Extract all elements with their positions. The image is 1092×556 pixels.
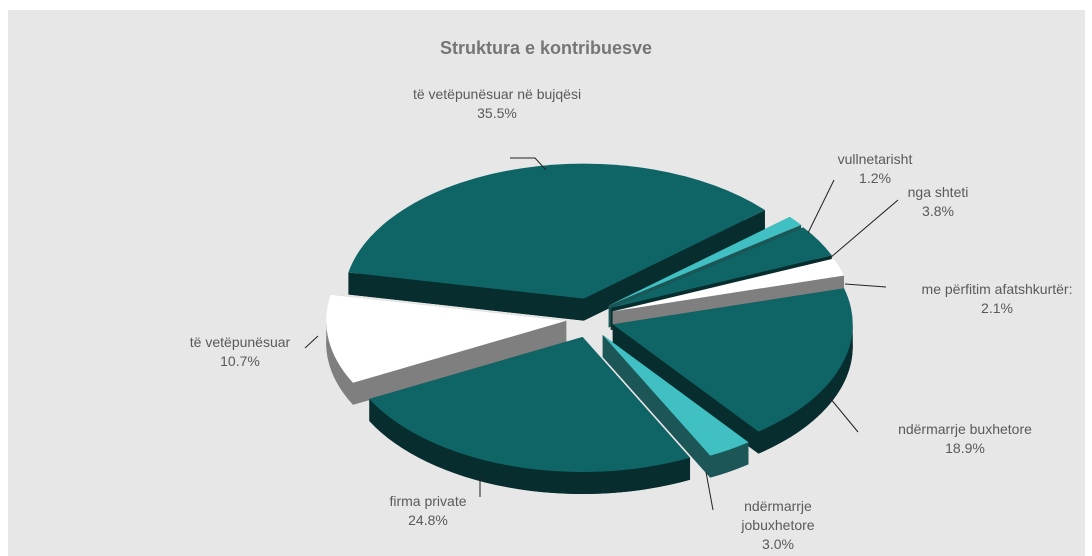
slice [348,163,765,299]
slice [602,334,749,456]
label-value: 10.7% [220,353,260,369]
chart-title: Struktura e kontribuesve [439,38,653,58]
label-name: vullnetarisht [837,151,913,167]
slice-radial-wall [583,210,765,321]
label-value: 18.9% [945,440,985,456]
leader-line [844,283,887,288]
label-name: ndërmarrje jobuxhetore [741,498,815,533]
leader-line [829,199,899,259]
data-label: me përfitim afatshkurtër: 2.1% [882,280,1092,318]
slice [612,288,853,432]
data-label: nga shteti 3.8% [878,183,998,221]
slice-outer-wall [326,320,354,405]
label-name: me përfitim afatshkurtër: [921,281,1073,297]
slice-outer-wall [369,398,691,495]
label-value: 3.0% [762,536,794,552]
leader-line [807,179,835,234]
leader-line [304,335,319,349]
slice-radial-wall [353,320,567,405]
slice-radial-wall [348,272,584,321]
leader-line [705,471,714,511]
slice-radial-wall [602,334,711,478]
data-label: të vetëpunësuar në bujqësi 35.5% [402,85,592,123]
data-label: ndërmarrje jobuxhetore 3.0% [723,497,833,554]
data-label: të vetëpunësuar 10.7% [160,333,320,371]
slice [612,258,845,312]
slice-outer-wall [710,442,749,478]
label-value: 24.8% [408,512,448,528]
slice [608,216,802,306]
label-value: 35.5% [477,105,517,121]
slice-outer-wall [758,324,853,454]
label-value: 2.1% [981,300,1013,316]
label-value: 1.2% [859,170,891,186]
slice [369,337,691,473]
data-label: ndërmarrje buxhetore 18.9% [865,420,1065,458]
leader-line [510,157,547,171]
label-value: 3.8% [922,203,954,219]
slice-radial-wall [612,324,759,454]
label-name: nga shteti [907,184,969,200]
label-name: të vetëpunësuar në bujqësi [412,86,582,102]
label-name: të vetëpunësuar [189,334,291,350]
slice [326,294,567,383]
slice [610,227,832,309]
data-label: firma private 24.8% [358,492,498,530]
label-name: firma private [389,493,467,509]
label-name: ndërmarrje buxhetore [898,421,1032,437]
leader-line [829,397,859,433]
data-label: vullnetarisht 1.2% [815,150,935,188]
